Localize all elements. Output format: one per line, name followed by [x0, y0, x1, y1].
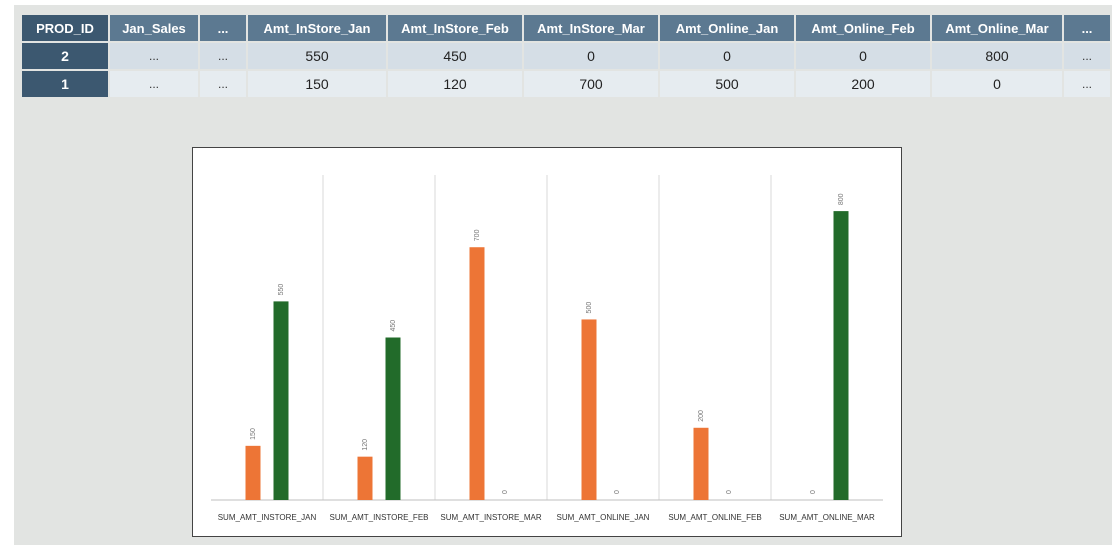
data-label: 120: [362, 439, 369, 451]
table-cell: 120: [388, 71, 522, 97]
data-label: 200: [698, 410, 705, 422]
table-cell: 800: [932, 43, 1062, 69]
data-label: 500: [586, 302, 593, 314]
bar-prod-1-sum-amt-instore-feb: [357, 456, 373, 500]
table-cell: ...: [200, 71, 246, 97]
column-header-prod-id: PROD_ID: [22, 15, 108, 41]
data-label: 700: [474, 229, 481, 241]
data-label: 800: [838, 193, 845, 205]
bar-prod-1-sum-amt-online-feb: [693, 427, 709, 500]
data-label: 0: [810, 490, 817, 494]
table-cell: ...: [110, 43, 198, 69]
table-cell: 550: [248, 43, 386, 69]
bar-prod-2-sum-amt-instore-feb: [385, 337, 401, 500]
table-cell: 1: [22, 71, 108, 97]
table-cell: 200: [796, 71, 930, 97]
table-cell: 450: [388, 43, 522, 69]
sales-table: PROD_ID Jan_Sales ... Amt_InStore_Jan Am…: [20, 13, 1112, 99]
bar-prod-1-sum-amt-instore-mar: [469, 247, 485, 500]
data-label: 450: [390, 320, 397, 332]
bar-chart: 150 550 SUM_AMT_INSTORE_JAN 120 450 SUM_AMT_I…: [211, 175, 883, 522]
column-header-amt-online-feb: Amt_Online_Feb: [796, 15, 930, 41]
x-tick-label: SUM_AMT_INSTORE_FEB: [330, 513, 429, 522]
column-header-amt-instore-jan: Amt_InStore_Jan: [248, 15, 386, 41]
table-cell: 0: [524, 43, 658, 69]
bar-prod-2-sum-amt-instore-jan: [273, 301, 289, 500]
column-header-ellipsis-end: ...: [1064, 15, 1110, 41]
column-header-jan-sales: Jan_Sales: [110, 15, 198, 41]
table-cell: ...: [200, 43, 246, 69]
x-tick-label: SUM_AMT_ONLINE_MAR: [779, 513, 875, 522]
column-header-amt-instore-mar: Amt_InStore_Mar: [524, 15, 658, 41]
table-cell: ...: [1064, 71, 1110, 97]
x-tick-label: SUM_AMT_ONLINE_JAN: [557, 513, 650, 522]
table-cell: 150: [248, 71, 386, 97]
x-tick-label: SUM_AMT_ONLINE_FEB: [668, 513, 761, 522]
data-label: 150: [250, 428, 257, 440]
table-cell: 500: [660, 71, 794, 97]
x-tick-label: SUM_AMT_INSTORE_JAN: [218, 513, 317, 522]
table-row: 2 ... ... 550 450 0 0 0 800 ...: [22, 43, 1110, 69]
table-cell: ...: [110, 71, 198, 97]
data-label: 0: [502, 490, 509, 494]
bar-prod-2-sum-amt-online-mar: [833, 211, 849, 500]
data-label: 0: [726, 490, 733, 494]
column-header-amt-online-jan: Amt_Online_Jan: [660, 15, 794, 41]
x-tick-label: SUM_AMT_INSTORE_MAR: [440, 513, 541, 522]
table-header-row: PROD_ID Jan_Sales ... Amt_InStore_Jan Am…: [22, 15, 1110, 41]
table-cell: 2: [22, 43, 108, 69]
data-label: 550: [278, 284, 285, 296]
data-label: 0: [614, 490, 621, 494]
table-cell: 0: [660, 43, 794, 69]
column-header-ellipsis: ...: [200, 15, 246, 41]
table-row: 1 ... ... 150 120 700 500 200 0 ...: [22, 71, 1110, 97]
table-cell: 700: [524, 71, 658, 97]
table-cell: 0: [796, 43, 930, 69]
column-header-amt-online-mar: Amt_Online_Mar: [932, 15, 1062, 41]
table-cell: ...: [1064, 43, 1110, 69]
bar-prod-1-sum-amt-instore-jan: [245, 445, 261, 500]
canvas: PROD_ID Jan_Sales ... Amt_InStore_Jan Am…: [14, 5, 1112, 545]
column-header-amt-instore-feb: Amt_InStore_Feb: [388, 15, 522, 41]
chart-container: 150 550 SUM_AMT_INSTORE_JAN 120 450 SUM_AMT_I…: [192, 147, 902, 537]
table-cell: 0: [932, 71, 1062, 97]
bar-prod-1-sum-amt-online-jan: [581, 319, 597, 500]
